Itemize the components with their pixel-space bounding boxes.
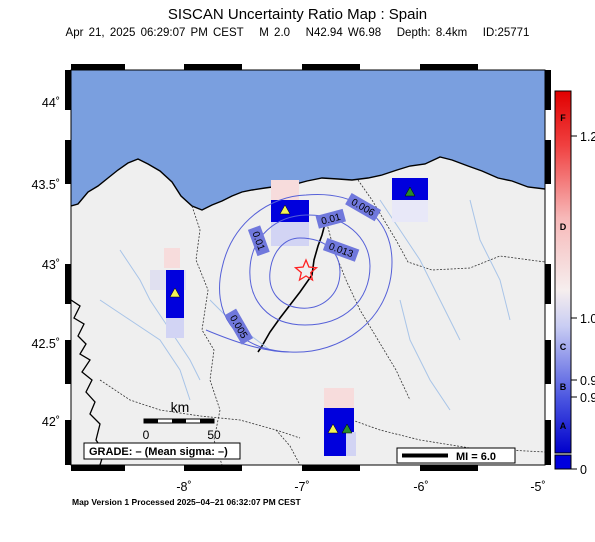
lon-tick: -6˚ — [413, 480, 428, 494]
uncertainty-cells — [150, 178, 428, 456]
lat-tick: 42˚ — [42, 415, 60, 429]
river — [257, 219, 327, 353]
station-markers — [169, 186, 416, 434]
event-id: ID:25771 — [482, 27, 530, 39]
grade-letter: F — [560, 113, 566, 123]
station-triangle-icon — [404, 186, 416, 197]
scale-unit: km — [171, 399, 190, 415]
sea-area — [71, 70, 545, 210]
longitude-ticks: -8˚ -7˚ -6˚ -5˚ — [176, 480, 545, 494]
minor-rivers — [99, 199, 511, 411]
lat-tick: 44˚ — [42, 96, 60, 110]
epicenter-star-icon — [293, 258, 319, 282]
province-borders — [99, 179, 545, 465]
event-magnitude: M 2.0 — [259, 27, 291, 39]
grade-letter: A — [560, 421, 567, 431]
station-triangle-icon — [169, 287, 181, 298]
grade-text: GRADE: – (Mean sigma: –) — [89, 446, 228, 458]
contour-label: 0.01 — [320, 212, 342, 228]
coastline — [71, 156, 545, 211]
scale-bar: km 0 50 — [143, 399, 221, 442]
colorbar-value: 1.2 — [580, 130, 595, 144]
western-coastline — [71, 299, 105, 465]
colorbar-value: 0.9 — [580, 374, 595, 388]
processing-footer: Map Version 1 Processed 2025–04–21 06:32… — [72, 497, 301, 507]
grade-letter: B — [560, 382, 567, 392]
scale-start: 0 — [143, 428, 150, 442]
grade-letter: C — [560, 342, 567, 352]
mi-legend-text: MI = 6.0 — [456, 451, 496, 463]
map-frame-ticks — [65, 64, 551, 471]
station-triangle-icon — [341, 423, 353, 434]
event-depth: Depth: 8.4km — [396, 27, 468, 39]
lon-tick: -7˚ — [294, 480, 309, 494]
colorbar-value: 0.9 — [580, 391, 595, 405]
colorbar: F D C B A 1.2 1.0 0.9 0.9 0 — [554, 90, 595, 477]
colorbar-value: 0 — [580, 463, 587, 477]
station-triangle-icon — [279, 204, 291, 215]
lon-tick: -5˚ — [530, 480, 545, 494]
grade-letter: D — [560, 222, 567, 232]
mi-legend-box — [396, 447, 516, 464]
lat-tick: 43˚ — [42, 258, 60, 272]
event-subtitle: Apr 21, 2025 06:29:07 PM CEST M 2.0 N42.… — [0, 27, 595, 39]
event-datetime: Apr 21, 2025 06:29:07 PM CEST — [65, 27, 244, 39]
latitude-ticks: 44˚ 43.5˚ 43˚ 42.5˚ 42˚ — [32, 96, 61, 429]
lon-tick: -8˚ — [176, 480, 191, 494]
station-triangle-icon — [327, 423, 339, 434]
map-area: 0.01 0.006 0.013 0.01 0.005 — [71, 70, 545, 465]
event-location: N42.94 W6.98 — [305, 27, 382, 39]
lat-tick: 42.5˚ — [32, 337, 61, 351]
map-title: SISCAN Uncertainty Ratio Map : Spain — [167, 6, 428, 23]
colorbar-value: 1.0 — [580, 312, 595, 326]
lat-tick: 43.5˚ — [32, 178, 61, 192]
grade-box — [83, 442, 241, 460]
scale-end: 50 — [207, 428, 221, 442]
